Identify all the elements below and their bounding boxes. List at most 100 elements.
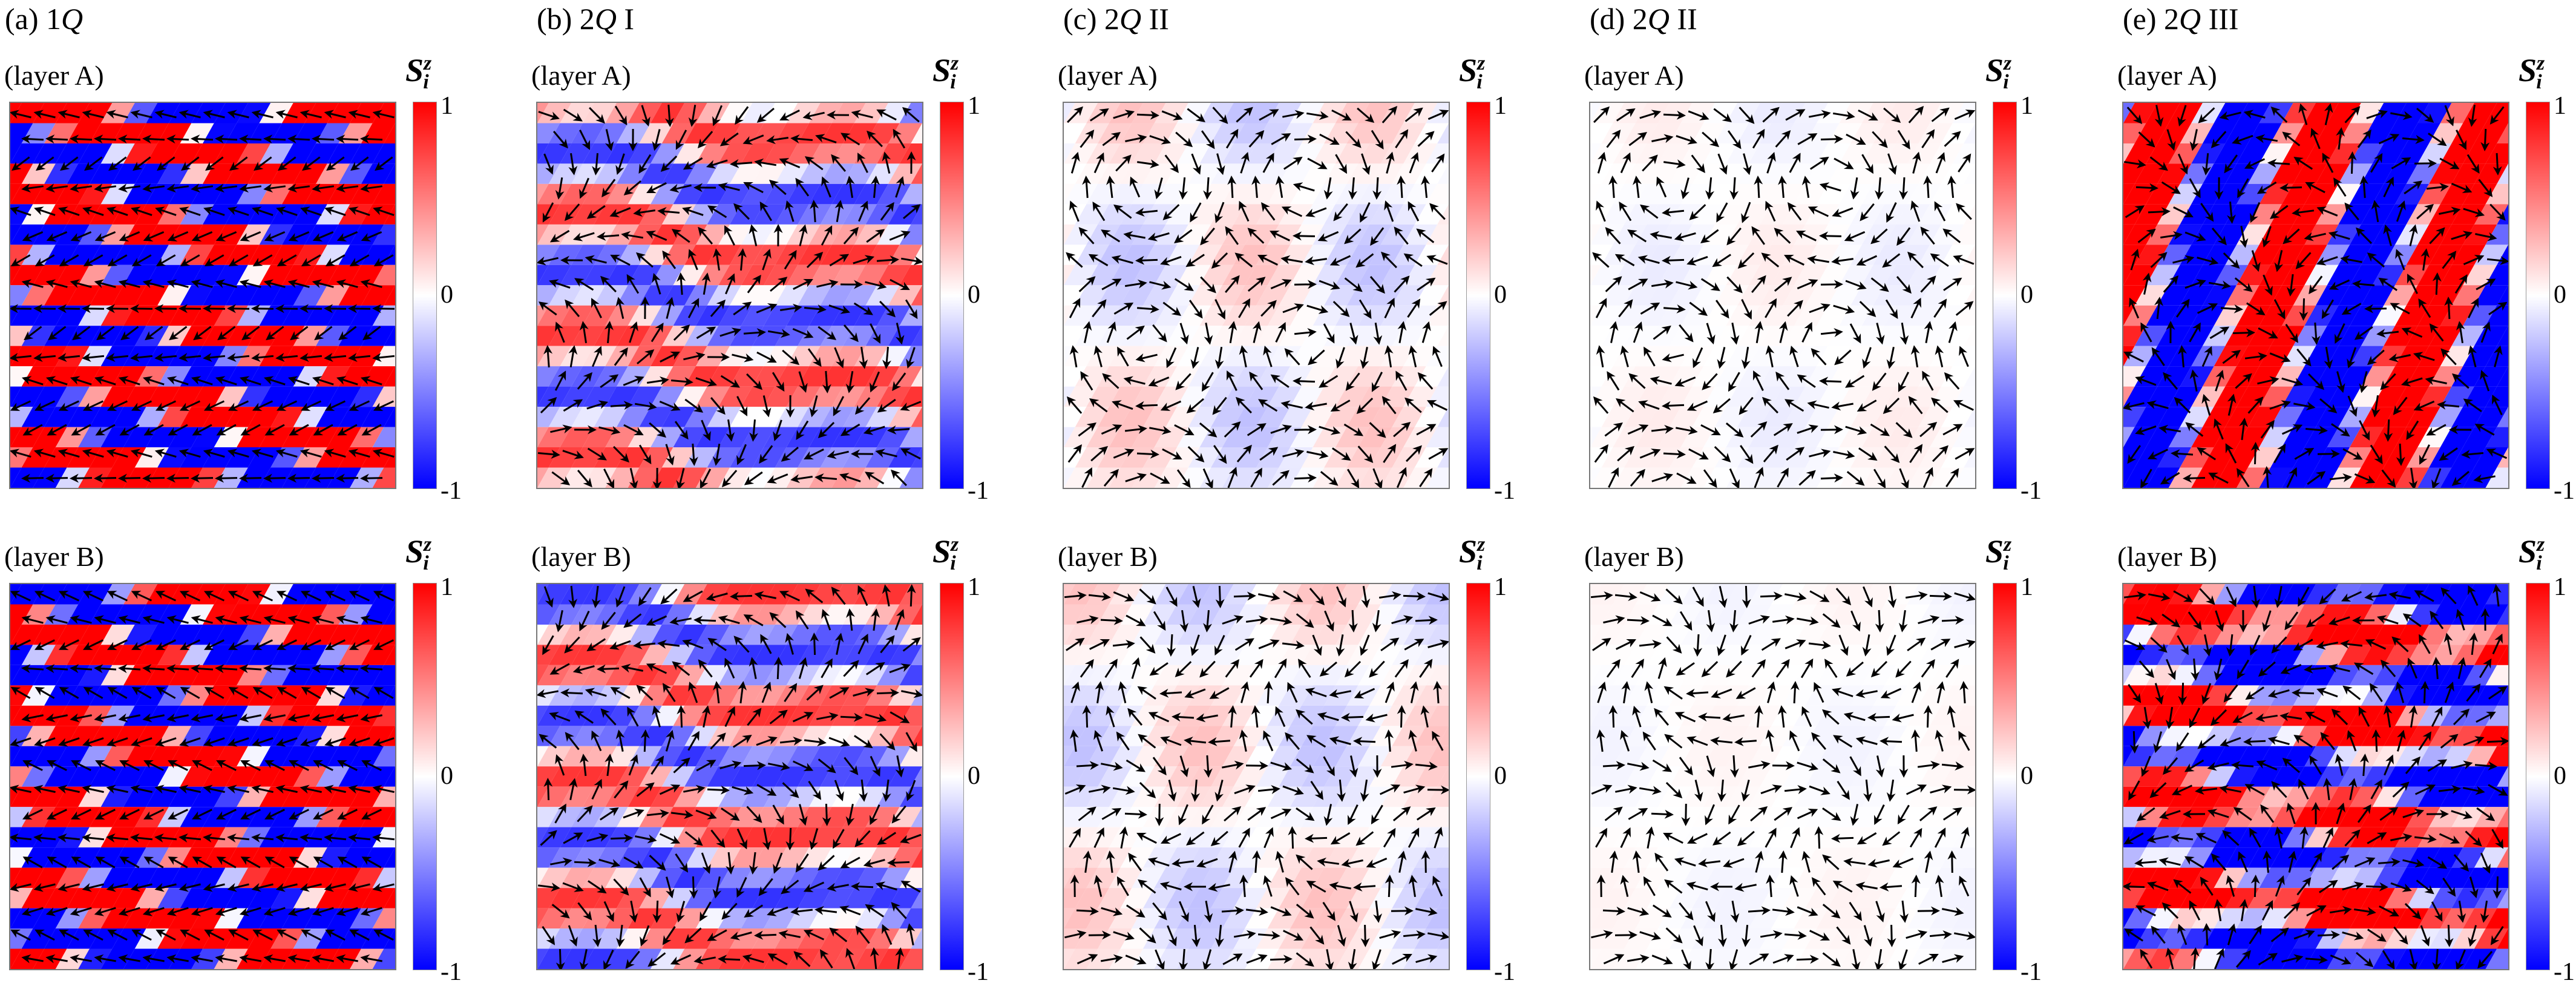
spin-cell (384, 163, 395, 184)
spin-arrow (324, 353, 347, 362)
spin-cell (10, 386, 22, 407)
colorbar-title: Szi (405, 52, 432, 93)
spin-arrow (1923, 176, 1933, 199)
spin-arrow (301, 254, 321, 267)
spin-cell (78, 183, 113, 205)
spin-cell (338, 285, 373, 306)
spin-arrow (82, 353, 105, 362)
spin-cell (372, 224, 395, 245)
spin-arrow (179, 206, 201, 216)
spin-arrow (876, 688, 899, 698)
colorbar-tick-mid: 0 (968, 281, 980, 309)
spin-arrow (287, 376, 310, 386)
spin-cell (134, 285, 169, 306)
spin-cell (157, 123, 192, 143)
colorbar-tick-max: 1 (968, 573, 980, 601)
spin-arrow (45, 183, 68, 193)
spin-arrow (10, 400, 31, 411)
spin-arrow (560, 688, 583, 698)
colorbar-c-b (1466, 583, 1490, 970)
spin-arrow (181, 156, 200, 171)
column-title-d: (d) 2Q II (1590, 2, 1697, 36)
spin-arrow (217, 326, 236, 341)
spin-arrow (360, 134, 383, 144)
spin-arrow (142, 279, 165, 288)
spin-cell (67, 407, 101, 427)
spin-arrow (60, 156, 79, 171)
spin-arrow (287, 183, 310, 193)
column-title-a: (a) 1Q (5, 2, 84, 36)
spin-arrow (263, 376, 286, 386)
spin-cell (225, 123, 260, 143)
spin-arrow (1360, 924, 1370, 947)
spin-arrow (1082, 705, 1092, 728)
spin-cell (259, 305, 293, 326)
spin-arrow (157, 156, 175, 171)
spin-cell (293, 163, 327, 184)
spin-cell (168, 143, 203, 164)
spin-cell (180, 285, 214, 306)
spin-cell (259, 386, 293, 407)
spin-cell (304, 386, 339, 407)
colorbar-tick-mid: 0 (1494, 281, 1507, 309)
spin-arrow (82, 110, 104, 119)
spin-arrow (350, 156, 369, 171)
spin-arrow (96, 326, 115, 341)
colorbar-c-a (1466, 102, 1490, 489)
spin-arrow (239, 376, 261, 386)
spin-arrow (263, 134, 286, 144)
spin-arrow (34, 254, 55, 267)
spin-arrow (312, 134, 335, 144)
layer-label-c-a: (layer A) (1058, 60, 1158, 91)
spin-arrow (215, 134, 238, 144)
spin-arrow (10, 353, 32, 362)
spin-arrow (1820, 280, 1843, 289)
spin-arrow (336, 183, 359, 193)
spin-cell (372, 386, 395, 407)
spin-arrow (180, 254, 200, 267)
spin-arrow (70, 134, 93, 144)
spin-cell (338, 245, 373, 265)
spin-arrow (1100, 616, 1123, 625)
spin-arrow (21, 376, 44, 386)
spin-cell (10, 366, 33, 387)
spin-arrow (204, 254, 224, 267)
spin-arrow (302, 156, 321, 171)
spin-arrow (287, 473, 310, 483)
spin-arrow (338, 326, 357, 341)
spin-arrow (154, 353, 177, 362)
spin-cell (10, 427, 22, 448)
spin-arrow (324, 110, 346, 119)
spin-arrow (10, 254, 31, 267)
spin-arrow (252, 254, 273, 267)
spin-arrow (94, 183, 117, 193)
spin-arrow (336, 134, 359, 144)
spin-arrow (22, 231, 44, 242)
spin-arrow (822, 803, 831, 826)
spin-arrow (266, 326, 284, 341)
spin-arrow (324, 206, 346, 216)
colorbar-title: Szi (1985, 52, 2012, 93)
spin-cell (10, 123, 33, 143)
spin-cell (350, 427, 384, 448)
spin-arrow (191, 279, 213, 288)
colorbar-a-a (413, 102, 437, 489)
spin-arrow (84, 156, 103, 171)
spin-cell (327, 264, 361, 286)
spin-arrow (360, 183, 383, 193)
spin-cell (247, 204, 282, 225)
spin-arrow (325, 254, 346, 267)
colorbar-tick-max: 1 (968, 92, 980, 120)
spin-arrow (107, 254, 128, 267)
spin-panel-d-a (1589, 102, 1976, 489)
spin-arrow (46, 231, 68, 242)
spin-arrow (94, 134, 117, 144)
spin-texture-plot (10, 584, 395, 969)
colorbar-tick-min: -1 (968, 477, 989, 505)
spin-cell (384, 245, 395, 265)
spin-arrow (743, 761, 766, 770)
spin-cell (44, 326, 79, 346)
spin-arrow (21, 183, 44, 193)
spin-arrow (1167, 634, 1176, 657)
spin-cell (270, 407, 305, 427)
